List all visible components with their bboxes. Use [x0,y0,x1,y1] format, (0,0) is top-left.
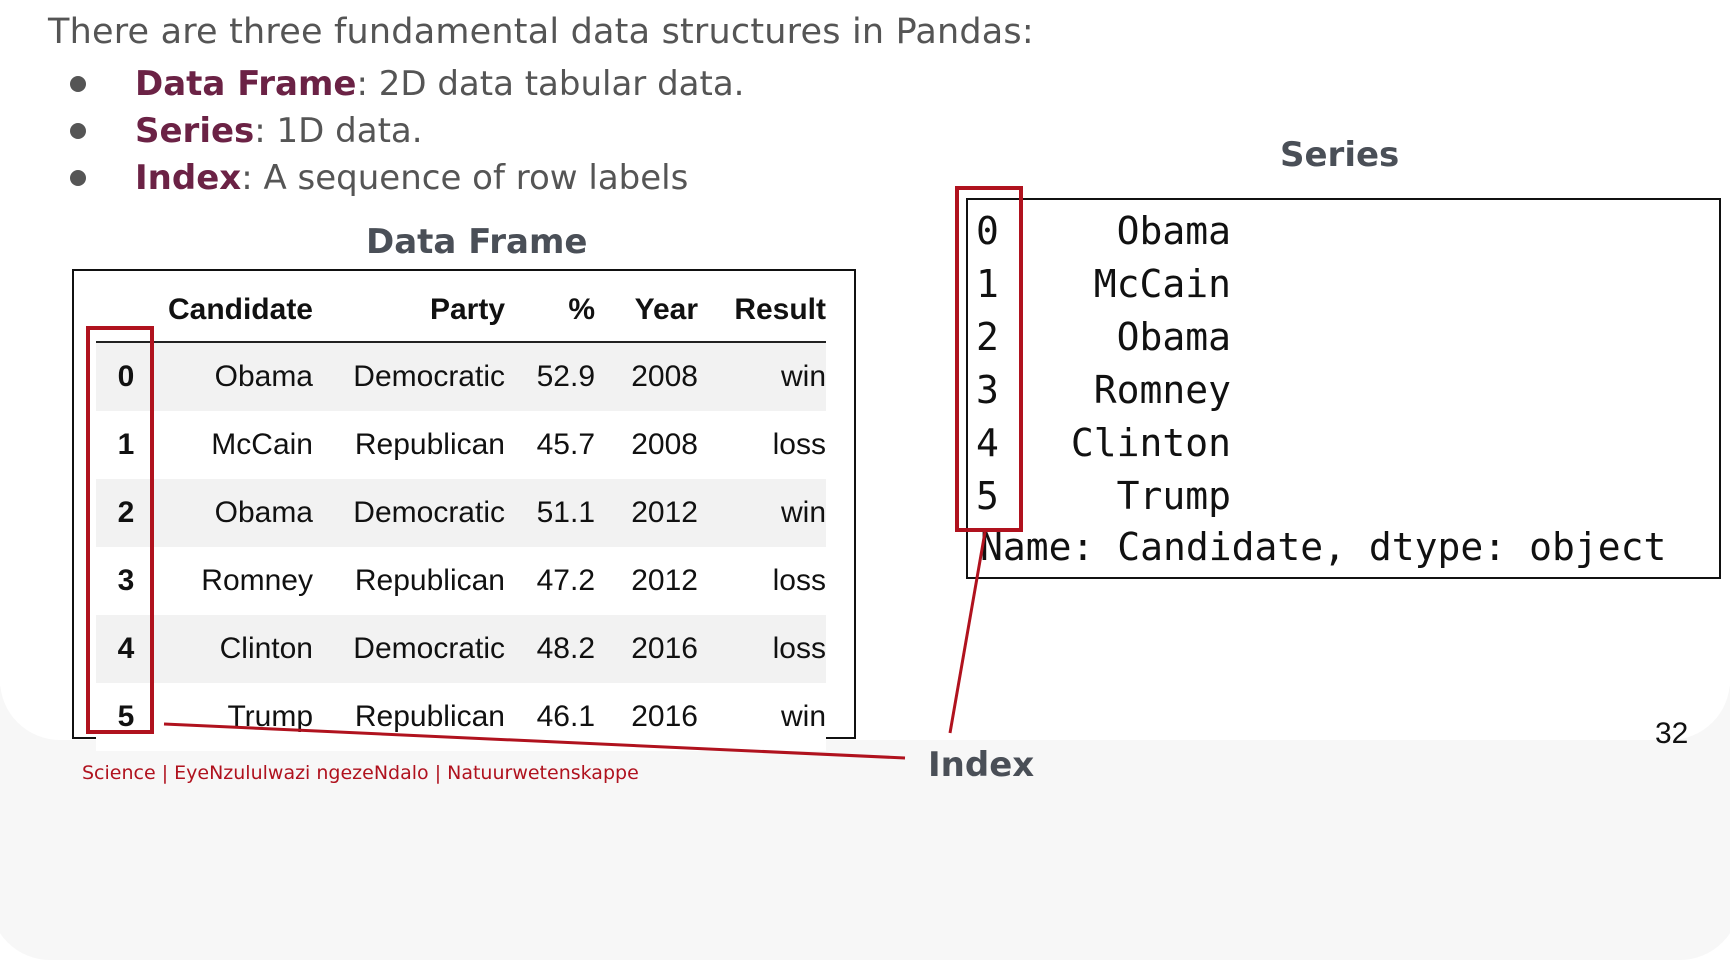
table-cell: 2016 [595,683,698,751]
dataframe-caption: Data Frame [366,222,588,262]
bullet-item-data-frame: Data Frame: 2D data tabular data. [70,60,744,107]
page-number: 32 [1655,717,1689,750]
column-header-candidate: Candidate [156,279,313,343]
table-row: 1 McCain Republican 45.7 2008 loss [96,411,826,479]
series-value: Obama [1116,209,1231,253]
table-cell: 2012 [595,479,698,547]
column-header-party: Party [313,279,505,343]
series-panel: 0 Obama 1 McCain 2 Obama 3 Romney 4 Clin… [966,198,1721,579]
footer-text: Science | EyeNzululwazi ngezeNdalo | Nat… [82,762,639,784]
series-footer: Name: Candidate, dtype: object [980,525,1667,569]
bullet-dot-icon [70,169,86,186]
row-index-cell: 4 [96,615,156,683]
series-index: 2 [976,315,999,359]
bullet-desc: : 2D data tabular data. [356,63,745,104]
dataframe-connector-line [163,722,906,760]
table-cell: Democratic [313,479,505,547]
bullet-term: Data Frame [135,63,357,104]
table-cell: 2016 [595,615,698,683]
table-row: 2 Obama Democratic 51.1 2012 win [96,479,826,547]
table-header-row: Candidate Party % Year Result [96,279,826,343]
table-row: 4 Clinton Democratic 48.2 2016 loss [96,615,826,683]
table-cell: win [698,479,826,547]
bullet-item-series: Series: 1D data. [70,107,744,154]
index-label: Index [928,745,1035,785]
bullet-term: Index [135,157,242,198]
table-cell: 45.7 [505,411,595,479]
slide: There are three fundamental data structu… [48,12,1721,785]
row-index-cell: 5 [96,683,156,751]
row-index-cell: 3 [96,547,156,615]
row-index-cell: 2 [96,479,156,547]
column-header-percent: % [505,279,595,343]
series-value: Romney [1093,368,1231,412]
table-cell: 47.2 [505,547,595,615]
table-cell: Democratic [313,342,505,411]
table-cell: Obama [156,342,313,411]
table-cell: Trump [156,683,313,751]
table-cell: 2008 [595,411,698,479]
bullet-list: Data Frame: 2D data tabular data. Series… [70,60,744,201]
table-cell: Republican [313,547,505,615]
column-header-result: Result [698,279,826,343]
bullet-desc: : A sequence of row labels [241,157,689,198]
table-cell: 51.1 [505,479,595,547]
dataframe-index-highlight [86,326,154,734]
series-value: Trump [1116,474,1231,518]
table-cell: 48.2 [505,615,595,683]
table-cell: 52.9 [505,342,595,411]
series-value: Clinton [1070,421,1231,465]
bullet-dot-icon [70,122,86,139]
series-value: Obama [1116,315,1231,359]
table-cell: 2008 [595,342,698,411]
table-cell: Clinton [156,615,313,683]
row-index-cell: 1 [96,411,156,479]
table-row: 3 Romney Republican 47.2 2012 loss [96,547,826,615]
series-caption: Series [1280,135,1400,175]
series-index: 1 [976,262,999,306]
table-cell: Democratic [313,615,505,683]
series-index-highlight [955,186,1023,532]
bullet-item-index: Index: A sequence of row labels [70,154,744,201]
table-row: 5 Trump Republican 46.1 2016 win [96,683,826,751]
column-header-year: Year [595,279,698,343]
row-index-cell: 0 [96,342,156,411]
table-cell: McCain [156,411,313,479]
index-connector-lines [163,531,987,760]
dataframe-table: Candidate Party % Year Result 0 Obama De… [96,279,826,751]
table-cell: Obama [156,479,313,547]
table-cell: loss [698,411,826,479]
series-index: 5 [976,474,999,518]
table-cell: Republican [313,683,505,751]
table-cell: Romney [156,547,313,615]
series-index: 3 [976,368,999,412]
column-header-index [96,279,156,343]
bullet-term: Series [135,110,255,151]
bullet-desc: : 1D data. [254,110,423,151]
bullet-dot-icon [70,75,86,92]
series-index: 4 [976,421,999,465]
dataframe-panel: Candidate Party % Year Result 0 Obama De… [72,269,856,751]
series-connector-line [948,531,987,734]
intro-text: There are three fundamental data structu… [48,12,1034,52]
table-cell: 2012 [595,547,698,615]
table-cell: win [698,683,826,751]
table-cell: win [698,342,826,411]
series-value: McCain [1093,262,1231,306]
series-index: 0 [976,209,999,253]
table-cell: Republican [313,411,505,479]
table-row: 0 Obama Democratic 52.9 2008 win [96,342,826,411]
table-cell: loss [698,547,826,615]
table-cell: loss [698,615,826,683]
